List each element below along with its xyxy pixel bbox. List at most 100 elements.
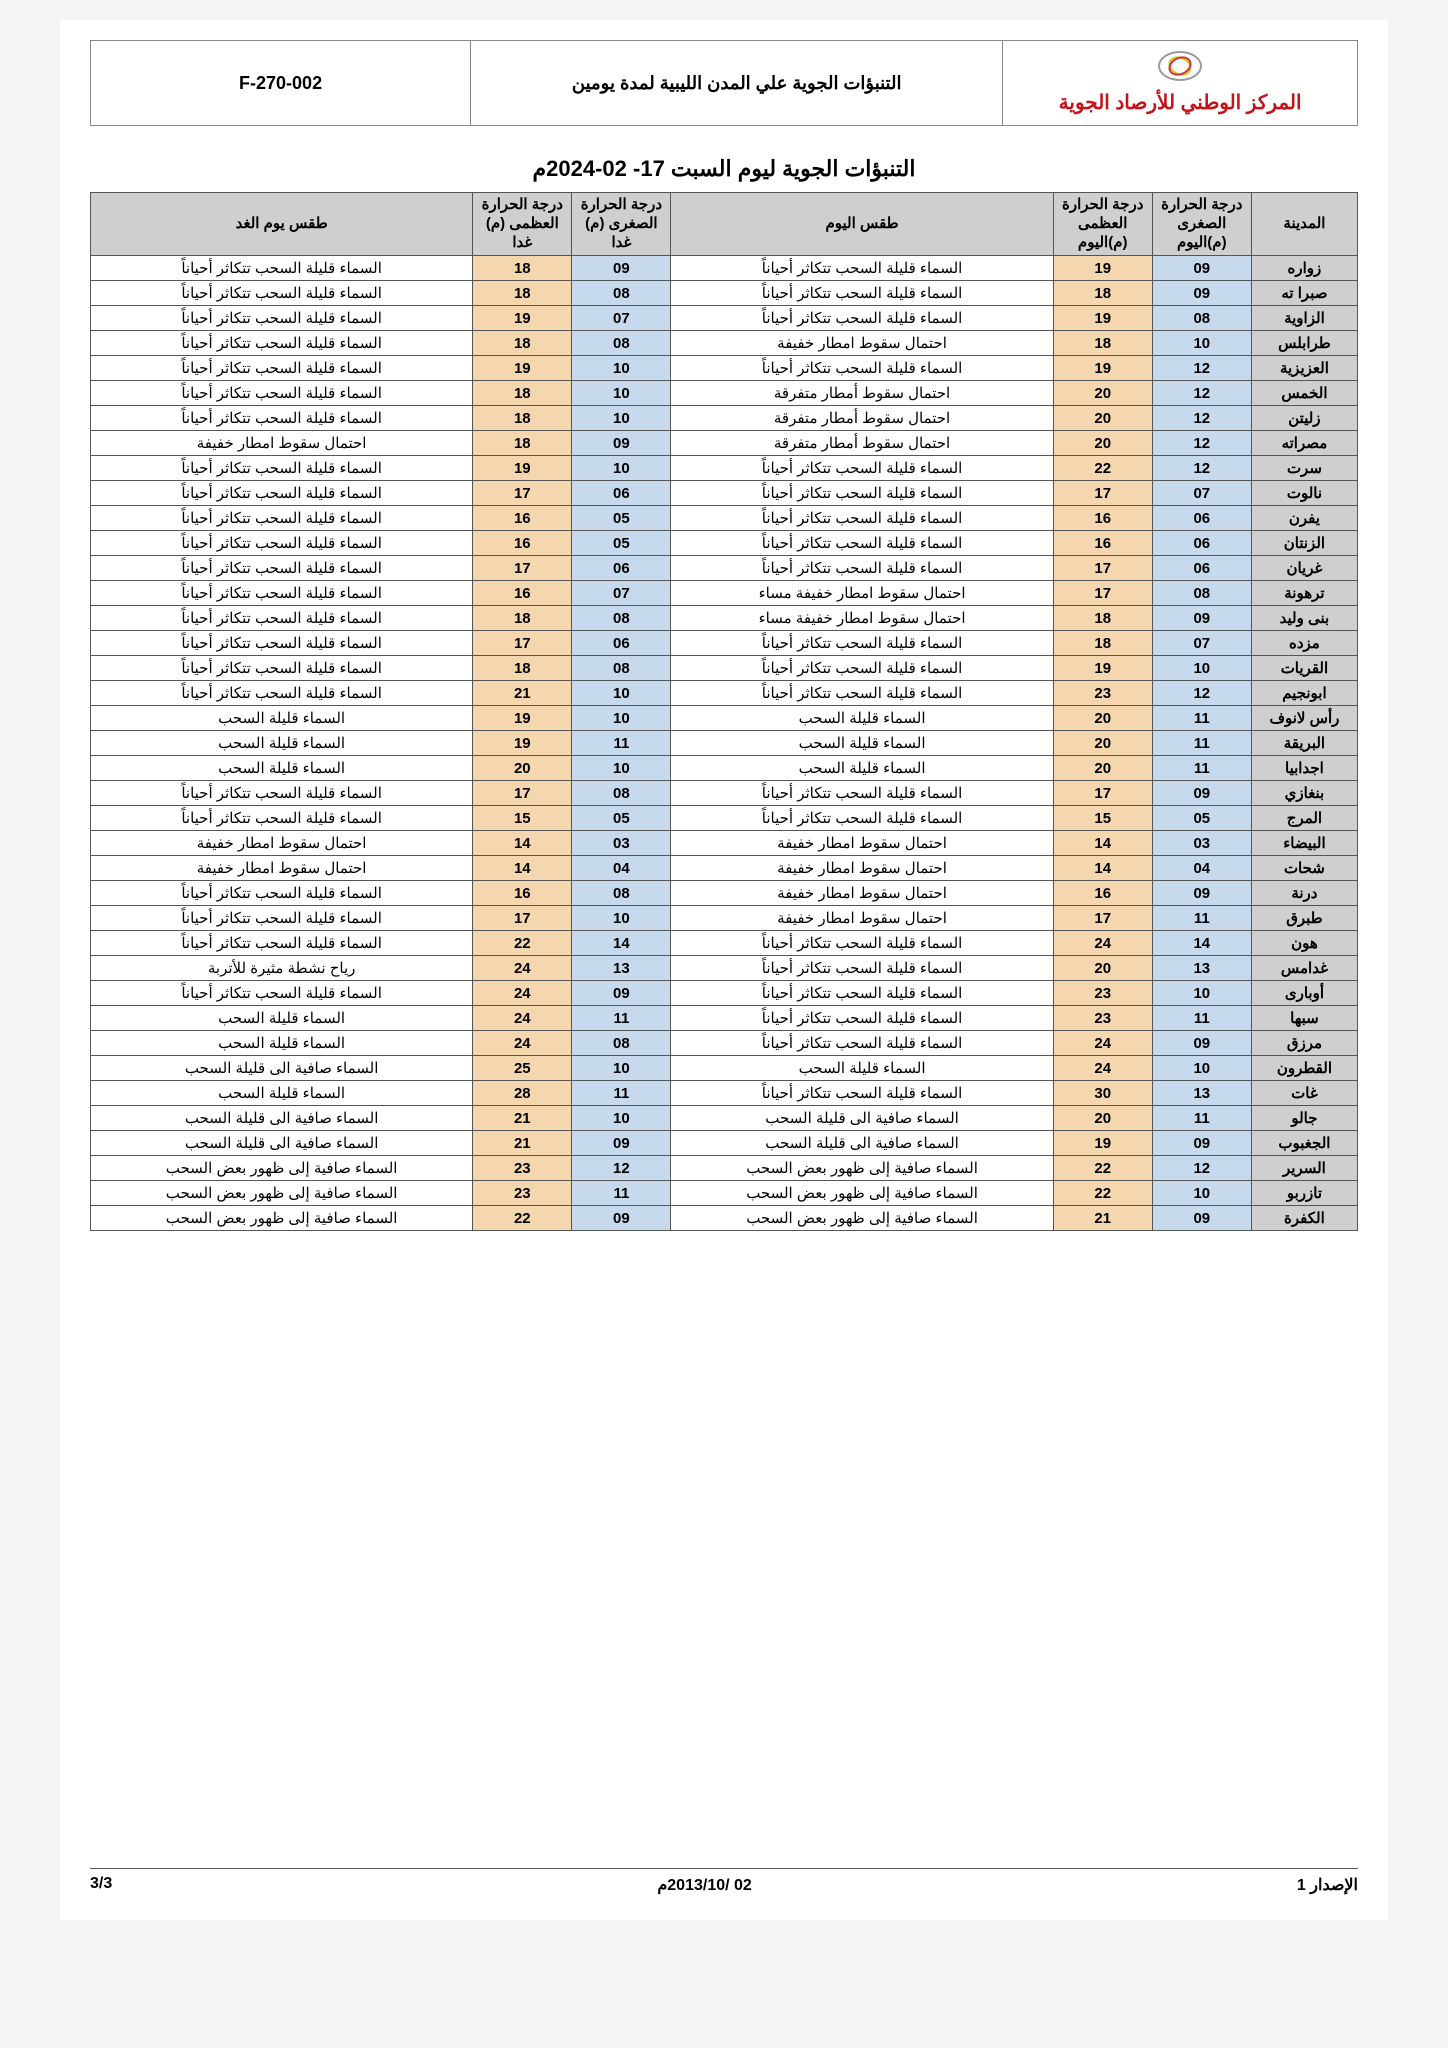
cell-city: البريقة — [1251, 731, 1357, 756]
cell-max-tmrw: 19 — [473, 706, 572, 731]
cell-city: زليتن — [1251, 406, 1357, 431]
cell-wx-today: السماء قليلة السحب — [671, 756, 1053, 781]
cell-min-tmrw: 03 — [572, 831, 671, 856]
cell-min-today: 06 — [1152, 531, 1251, 556]
cell-min-tmrw: 11 — [572, 1081, 671, 1106]
cell-min-today: 11 — [1152, 1106, 1251, 1131]
cell-max-today: 15 — [1053, 806, 1152, 831]
cell-wx-tmrw: السماء قليلة السحب — [91, 1031, 473, 1056]
cell-max-today: 24 — [1053, 1056, 1152, 1081]
org-logo-icon — [1158, 51, 1202, 81]
cell-wx-today: السماء قليلة السحب تتكاثر أحياناً — [671, 306, 1053, 331]
table-row: يفرن0616السماء قليلة السحب تتكاثر أحيانا… — [91, 506, 1358, 531]
cell-min-tmrw: 10 — [572, 406, 671, 431]
cell-max-tmrw: 15 — [473, 806, 572, 831]
cell-min-today: 11 — [1152, 706, 1251, 731]
cell-max-tmrw: 21 — [473, 1131, 572, 1156]
cell-min-tmrw: 14 — [572, 931, 671, 956]
page: المركز الوطني للأرصاد الجوية التنبؤات ال… — [60, 20, 1388, 1920]
cell-wx-today: احتمال سقوط امطار خفيفة — [671, 856, 1053, 881]
cell-min-today: 09 — [1152, 1206, 1251, 1231]
cell-max-today: 17 — [1053, 581, 1152, 606]
cell-wx-today: احتمال سقوط أمطار متفرقة — [671, 431, 1053, 456]
cell-city: المرج — [1251, 806, 1357, 831]
cell-city: الخمس — [1251, 381, 1357, 406]
cell-min-today: 09 — [1152, 781, 1251, 806]
cell-wx-tmrw: السماء قليلة السحب تتكاثر أحياناً — [91, 481, 473, 506]
cell-wx-today: السماء قليلة السحب تتكاثر أحياناً — [671, 506, 1053, 531]
cell-wx-today: السماء قليلة السحب تتكاثر أحياناً — [671, 1081, 1053, 1106]
cell-min-today: 13 — [1152, 1081, 1251, 1106]
cell-wx-today: السماء قليلة السحب تتكاثر أحياناً — [671, 631, 1053, 656]
cell-max-tmrw: 17 — [473, 781, 572, 806]
col-min-today: درجة الحرارة الصغرى (م)اليوم — [1152, 193, 1251, 256]
table-row: بنى وليد0918احتمال سقوط امطار خفيفة مساء… — [91, 606, 1358, 631]
cell-min-today: 05 — [1152, 806, 1251, 831]
cell-max-tmrw: 18 — [473, 281, 572, 306]
cell-max-today: 17 — [1053, 556, 1152, 581]
cell-city: الكفرة — [1251, 1206, 1357, 1231]
cell-min-tmrw: 05 — [572, 531, 671, 556]
cell-wx-tmrw: السماء قليلة السحب — [91, 756, 473, 781]
cell-min-tmrw: 07 — [572, 581, 671, 606]
table-row: رأس لانوف1120السماء قليلة السحب1019السما… — [91, 706, 1358, 731]
cell-max-today: 20 — [1053, 956, 1152, 981]
cell-wx-today: السماء قليلة السحب — [671, 706, 1053, 731]
cell-wx-today: احتمال سقوط أمطار متفرقة — [671, 406, 1053, 431]
cell-min-today: 14 — [1152, 931, 1251, 956]
table-row: زواره0919السماء قليلة السحب تتكاثر أحيان… — [91, 256, 1358, 281]
cell-city: رأس لانوف — [1251, 706, 1357, 731]
header-doc-title: التنبؤات الجوية علي المدن الليبية لمدة ي… — [471, 41, 1003, 126]
cell-min-tmrw: 10 — [572, 381, 671, 406]
header-doc-code: F-270-002 — [91, 41, 471, 126]
cell-city: يفرن — [1251, 506, 1357, 531]
cell-wx-tmrw: السماء صافية إلى ظهور بعض السحب — [91, 1156, 473, 1181]
table-row: القريات1019السماء قليلة السحب تتكاثر أحي… — [91, 656, 1358, 681]
cell-wx-tmrw: السماء قليلة السحب تتكاثر أحياناً — [91, 631, 473, 656]
cell-max-today: 20 — [1053, 1106, 1152, 1131]
cell-max-tmrw: 14 — [473, 831, 572, 856]
cell-wx-today: احتمال سقوط امطار خفيفة — [671, 831, 1053, 856]
cell-max-tmrw: 21 — [473, 1106, 572, 1131]
cell-wx-tmrw: احتمال سقوط امطار خفيفة — [91, 431, 473, 456]
cell-wx-tmrw: السماء صافية إلى ظهور بعض السحب — [91, 1181, 473, 1206]
cell-wx-tmrw: السماء قليلة السحب تتكاثر أحياناً — [91, 556, 473, 581]
table-row: مصراته1220احتمال سقوط أمطار متفرقة0918اح… — [91, 431, 1358, 456]
cell-max-today: 16 — [1053, 531, 1152, 556]
cell-max-tmrw: 18 — [473, 431, 572, 456]
cell-wx-tmrw: السماء قليلة السحب تتكاثر أحياناً — [91, 981, 473, 1006]
cell-city: أوبارى — [1251, 981, 1357, 1006]
cell-min-tmrw: 11 — [572, 1006, 671, 1031]
cell-wx-tmrw: السماء صافية الى قليلة السحب — [91, 1056, 473, 1081]
cell-wx-today: السماء صافية إلى ظهور بعض السحب — [671, 1181, 1053, 1206]
cell-wx-tmrw: السماء قليلة السحب تتكاثر أحياناً — [91, 281, 473, 306]
cell-wx-tmrw: السماء قليلة السحب تتكاثر أحياناً — [91, 331, 473, 356]
cell-max-today: 20 — [1053, 706, 1152, 731]
cell-min-today: 04 — [1152, 856, 1251, 881]
cell-wx-today: السماء قليلة السحب — [671, 1056, 1053, 1081]
cell-wx-today: السماء قليلة السحب تتكاثر أحياناً — [671, 681, 1053, 706]
cell-min-tmrw: 13 — [572, 956, 671, 981]
table-row: نالوت0717السماء قليلة السحب تتكاثر أحيان… — [91, 481, 1358, 506]
cell-min-today: 08 — [1152, 306, 1251, 331]
col-min-tmrw: درجة الحرارة الصغرى (م) غدا — [572, 193, 671, 256]
cell-city: نالوت — [1251, 481, 1357, 506]
cell-wx-tmrw: السماء قليلة السحب تتكاثر أحياناً — [91, 581, 473, 606]
cell-min-today: 06 — [1152, 506, 1251, 531]
cell-wx-today: السماء صافية الى قليلة السحب — [671, 1131, 1053, 1156]
cell-min-today: 08 — [1152, 581, 1251, 606]
cell-max-today: 17 — [1053, 781, 1152, 806]
cell-min-today: 10 — [1152, 1056, 1251, 1081]
cell-max-today: 24 — [1053, 1031, 1152, 1056]
cell-min-today: 12 — [1152, 381, 1251, 406]
cell-max-today: 19 — [1053, 256, 1152, 281]
table-row: الجغبوب0919السماء صافية الى قليلة السحب0… — [91, 1131, 1358, 1156]
cell-max-tmrw: 22 — [473, 931, 572, 956]
cell-max-tmrw: 19 — [473, 356, 572, 381]
cell-wx-tmrw: السماء صافية الى قليلة السحب — [91, 1131, 473, 1156]
table-row: بنغازي0917السماء قليلة السحب تتكاثر أحيا… — [91, 781, 1358, 806]
cell-min-today: 11 — [1152, 731, 1251, 756]
footer-date: 02 /2013/10م — [657, 1875, 751, 1895]
cell-min-tmrw: 04 — [572, 856, 671, 881]
cell-max-today: 20 — [1053, 406, 1152, 431]
